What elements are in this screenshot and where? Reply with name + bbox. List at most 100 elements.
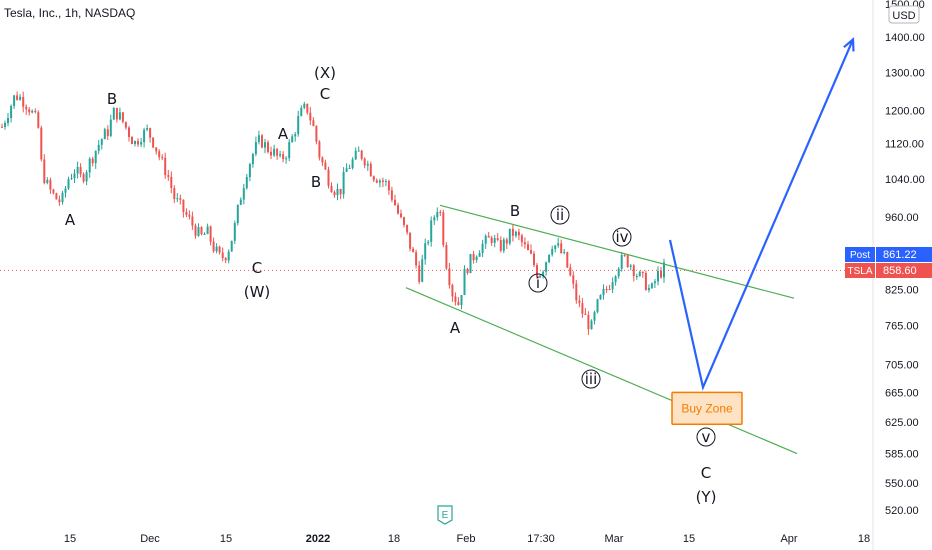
candle-body[interactable]: [421, 259, 424, 282]
candle-body[interactable]: [569, 267, 572, 276]
candle-body[interactable]: [43, 159, 46, 184]
candle-body[interactable]: [487, 235, 490, 238]
candle-body[interactable]: [34, 110, 37, 113]
candle-body[interactable]: [297, 116, 300, 135]
wave-label[interactable]: C: [320, 85, 330, 103]
candle-body[interactable]: [4, 123, 6, 127]
candle-body[interactable]: [593, 312, 596, 321]
candle-body[interactable]: [146, 128, 149, 130]
candle-body[interactable]: [91, 158, 94, 164]
candle-body[interactable]: [363, 158, 366, 166]
candle-body[interactable]: [31, 110, 34, 113]
candle-body[interactable]: [291, 136, 294, 143]
candle-body[interactable]: [369, 163, 372, 177]
candle-body[interactable]: [285, 158, 288, 160]
candle-body[interactable]: [131, 137, 133, 145]
candle-body[interactable]: [1, 126, 3, 128]
candle-body[interactable]: [663, 262, 665, 278]
candle-body[interactable]: [542, 271, 545, 276]
wave-label[interactable]: B: [510, 202, 520, 220]
candle-body[interactable]: [360, 150, 363, 159]
projection-line[interactable]: [668, 38, 855, 391]
candle-body[interactable]: [400, 213, 402, 218]
wave-label[interactable]: B: [311, 173, 321, 191]
candle-body[interactable]: [22, 96, 25, 107]
candle-body[interactable]: [182, 199, 185, 212]
candle-body[interactable]: [215, 246, 218, 252]
channel-upper-line[interactable]: [439, 204, 795, 299]
wave-label[interactable]: C: [252, 259, 262, 277]
candle-body[interactable]: [318, 141, 321, 158]
candle-body[interactable]: [176, 198, 179, 200]
candles[interactable]: [1, 91, 665, 335]
candle-body[interactable]: [152, 137, 155, 148]
candle-body[interactable]: [282, 154, 285, 160]
candle-body[interactable]: [463, 268, 466, 295]
candle-body[interactable]: [46, 179, 49, 183]
candle-body[interactable]: [251, 154, 254, 165]
candle-body[interactable]: [345, 168, 348, 172]
candle-body[interactable]: [602, 289, 605, 295]
candle-body[interactable]: [248, 164, 251, 177]
candle-body[interactable]: [548, 254, 551, 263]
candle-body[interactable]: [638, 271, 641, 276]
candle-body[interactable]: [508, 228, 511, 244]
candle-body[interactable]: [617, 268, 620, 277]
candle-body[interactable]: [294, 134, 297, 137]
candle-body[interactable]: [76, 166, 79, 174]
wave-label[interactable]: ii: [556, 206, 564, 224]
currency-button-frame[interactable]: [888, 5, 920, 24]
candle-body[interactable]: [406, 224, 409, 233]
candle-body[interactable]: [25, 106, 28, 110]
candle-body[interactable]: [427, 241, 430, 244]
candle-body[interactable]: [339, 188, 342, 195]
candle-body[interactable]: [118, 112, 121, 120]
candle-body[interactable]: [19, 96, 22, 100]
candle-body[interactable]: [451, 285, 454, 297]
candle-body[interactable]: [191, 216, 194, 226]
candle-body[interactable]: [342, 171, 345, 195]
candle-body[interactable]: [502, 239, 505, 251]
candle-body[interactable]: [37, 112, 40, 128]
candle-body[interactable]: [61, 192, 64, 203]
candle-body[interactable]: [254, 142, 257, 154]
candle-body[interactable]: [357, 150, 360, 152]
candle-body[interactable]: [121, 112, 124, 122]
candle-body[interactable]: [52, 189, 55, 194]
candle-body[interactable]: [309, 112, 312, 121]
candle-body[interactable]: [599, 295, 602, 300]
candle-body[interactable]: [466, 268, 469, 273]
candle-body[interactable]: [481, 243, 484, 253]
candle-body[interactable]: [206, 226, 209, 235]
candle-body[interactable]: [605, 289, 608, 290]
candle-body[interactable]: [653, 281, 656, 284]
candle-body[interactable]: [82, 174, 85, 182]
buy-zone[interactable]: Buy Zone: [671, 391, 743, 426]
candle-body[interactable]: [384, 181, 387, 182]
candle-body[interactable]: [230, 240, 233, 252]
candle-body[interactable]: [203, 234, 206, 235]
candle-body[interactable]: [629, 265, 632, 267]
candle-body[interactable]: [58, 199, 61, 203]
candle-body[interactable]: [632, 265, 635, 276]
candle-body[interactable]: [572, 275, 575, 284]
candle-body[interactable]: [94, 150, 97, 164]
candle-body[interactable]: [557, 243, 560, 246]
candle-body[interactable]: [236, 204, 239, 224]
candle-body[interactable]: [124, 121, 127, 128]
candle-body[interactable]: [137, 141, 139, 145]
candle-body[interactable]: [351, 159, 354, 168]
candle-body[interactable]: [209, 226, 212, 242]
candle-body[interactable]: [221, 252, 224, 258]
candle-body[interactable]: [372, 176, 375, 181]
candle-body[interactable]: [200, 227, 203, 235]
candle-body[interactable]: [551, 249, 554, 255]
candle-body[interactable]: [10, 106, 13, 118]
candle-body[interactable]: [257, 135, 260, 142]
candle-body[interactable]: [170, 176, 173, 188]
time-axis[interactable]: 15 Dec 15 2022 18 Feb 17:30 Mar 15 Apr 18: [64, 533, 870, 545]
candle-body[interactable]: [7, 118, 9, 123]
candle-body[interactable]: [545, 262, 548, 272]
candle-body[interactable]: [394, 199, 396, 206]
